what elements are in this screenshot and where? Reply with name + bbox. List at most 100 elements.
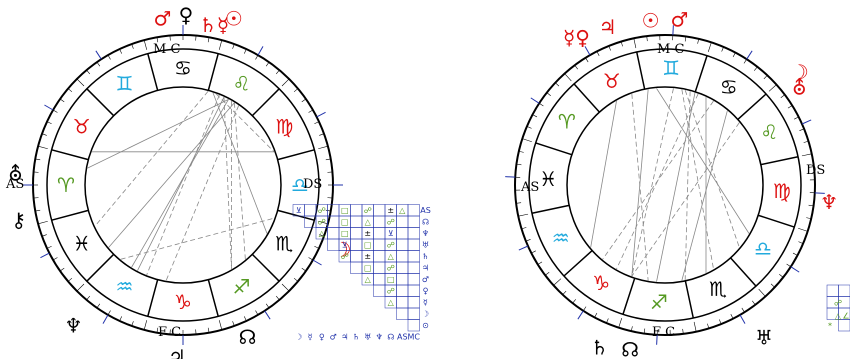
- degree-tick: [803, 140, 809, 143]
- degree-tick: [308, 257, 314, 261]
- grid-col-label: ♄: [353, 333, 360, 342]
- aspect-line: [215, 93, 275, 153]
- sign-divider: [684, 280, 695, 319]
- aspect-symbol: ∠: [842, 312, 849, 321]
- grid-col-label: ♆: [376, 333, 383, 342]
- house-cusp-tick: [40, 252, 50, 259]
- zodiac-sign-icon: ♌: [760, 120, 778, 144]
- aspect-symbol: ☍: [387, 240, 395, 249]
- aspect-line: [590, 100, 617, 248]
- degree-tick: [630, 326, 633, 332]
- grid-row-label: ♄: [422, 252, 429, 261]
- degree-tick: [244, 316, 247, 322]
- ascendant-label: AS: [520, 180, 539, 195]
- degree-tick: [518, 150, 524, 153]
- midheaven-label: M C: [153, 42, 180, 57]
- degree-tick: [314, 246, 320, 249]
- zodiac-sign-icon: ♉: [73, 115, 91, 139]
- degree-tick: [265, 61, 270, 67]
- aspect-symbol: △: [365, 217, 372, 226]
- aspect-symbol: □: [341, 229, 349, 238]
- degree-tick: [143, 40, 148, 50]
- planet-icon: ☉: [642, 9, 660, 33]
- grid-cell: [407, 215, 420, 228]
- degree-tick: [732, 52, 736, 58]
- degree-tick: [798, 227, 808, 232]
- grid-row-label: ♂: [422, 275, 429, 284]
- degree-tick: [96, 61, 101, 67]
- degree-tick: [574, 65, 578, 70]
- aspect-symbol: ±: [364, 252, 371, 261]
- grid-col-label: ☿: [308, 333, 313, 342]
- degree-tick: [318, 145, 328, 150]
- sign-divider: [563, 250, 593, 277]
- planet-icon: ♅: [755, 326, 773, 350]
- aspect-symbol: ⊻: [296, 206, 302, 215]
- planet-icon: ♂: [670, 8, 688, 32]
- degree-tick: [218, 40, 223, 50]
- zodiac-inner-ring: [84, 86, 282, 284]
- planet-icon: ♃: [168, 345, 186, 359]
- aspect-line: [94, 91, 209, 227]
- zodiac-sign-icon: ♋: [720, 75, 738, 99]
- grid-cell: [396, 261, 409, 274]
- aspect-lines: [590, 88, 750, 282]
- degree-tick: [794, 116, 799, 120]
- degree-tick: [526, 126, 532, 129]
- grid-cell: [373, 284, 386, 297]
- natal-chart-right: ♊ ♉ ♈ ♓ ♒ ♑ ♐ ♏ ♎ ♍ ♌ ♋ ☿♀ ♃ ☉ ♂ ☽⛢ ♆ ♅ ♄ ☊ AS DS M C F C: [505, 8, 838, 359]
- aspect-symbol: ☍: [387, 263, 395, 272]
- degree-tick: [156, 37, 159, 43]
- aspect-line: [656, 92, 696, 282]
- aspect-line: [602, 100, 714, 260]
- grid-col-label: ♅: [364, 333, 371, 342]
- aspect-grid-partial: ☍ △ ∠ *: [826, 284, 850, 332]
- aspect-line: [131, 99, 229, 268]
- aspect-symbol: ⊻: [342, 240, 348, 249]
- aspect-line: [681, 110, 728, 281]
- aspect-symbol: ☍: [364, 206, 372, 215]
- degree-tick: [808, 166, 814, 168]
- house-cusp-tick: [44, 104, 54, 111]
- grid-col-label: ☽: [295, 333, 302, 342]
- sign-divider: [86, 253, 115, 282]
- grid-col-label: ♃: [341, 333, 348, 342]
- degree-tick: [207, 327, 210, 333]
- house-cusp-tick: [264, 310, 271, 320]
- planet-icon: ☽: [334, 237, 352, 261]
- degree-tick: [594, 312, 598, 318]
- degree-tick: [801, 153, 812, 157]
- planet-icon: ☊: [239, 325, 257, 349]
- grid-cell: [407, 261, 420, 274]
- degree-tick: [770, 283, 775, 288]
- aspect-line: [631, 88, 674, 277]
- grid-cell: [396, 307, 409, 320]
- grid-cell: [373, 204, 386, 217]
- degree-tick: [531, 250, 536, 254]
- degree-tick: [516, 163, 522, 166]
- grid-cell: [407, 319, 420, 332]
- aspect-symbol: *: [828, 322, 832, 331]
- sign-dividers: [51, 53, 315, 317]
- degree-tick: [752, 300, 756, 305]
- grid-cell: [407, 307, 420, 320]
- degree-tick: [52, 109, 58, 113]
- aspect-line: [120, 217, 275, 260]
- planet-icon: ☊: [621, 337, 639, 359]
- house-cusp-tick: [739, 314, 746, 324]
- zodiac-outer-ring: [528, 48, 802, 322]
- grid-cell: [396, 296, 409, 309]
- degree-tick: [244, 48, 247, 54]
- degree-tick: [643, 328, 646, 334]
- degree-tick: [119, 48, 122, 54]
- sign-divider: [277, 149, 315, 161]
- aspect-line: [631, 122, 740, 277]
- house-cusp-tick: [530, 97, 540, 104]
- degree-tick: [768, 84, 777, 92]
- aspect-symbol: ±: [387, 206, 394, 215]
- sign-dividers: [531, 51, 799, 319]
- degree-tick: [96, 303, 101, 309]
- degree-tick: [518, 213, 529, 217]
- degree-tick: [76, 283, 85, 292]
- degree-tick: [255, 54, 259, 60]
